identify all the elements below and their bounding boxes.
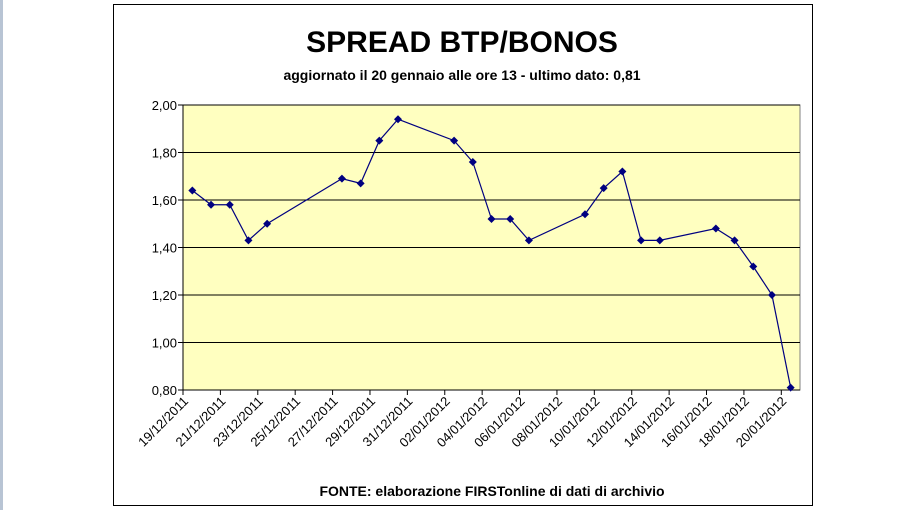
y-tick-label: 1,00 (152, 336, 177, 351)
data-point (263, 219, 272, 228)
window-edge (0, 0, 3, 510)
data-point (207, 200, 216, 209)
source-note: FONTE: elaborazione FIRSTonline di dati … (319, 483, 664, 499)
data-point (244, 236, 253, 245)
data-point (337, 174, 346, 183)
data-point (225, 200, 234, 209)
data-point (506, 215, 515, 223)
data-point (468, 158, 477, 166)
data-point (730, 236, 739, 245)
data-point (394, 115, 403, 124)
data-point (487, 215, 496, 223)
y-tick-label: 1,40 (152, 241, 177, 256)
data-point (188, 186, 197, 195)
data-point (618, 167, 627, 176)
y-tick-label: 1,20 (152, 288, 177, 303)
y-tick-label: 1,80 (152, 146, 177, 161)
data-point (599, 184, 608, 193)
chart-subtitle: aggiornato il 20 gennaio alle ore 13 - u… (283, 67, 640, 83)
data-point (580, 210, 589, 219)
data-point (356, 179, 365, 188)
data-point (749, 262, 758, 271)
data-point (767, 291, 776, 299)
data-point (655, 236, 664, 245)
y-tick-label: 1,60 (152, 193, 177, 208)
data-point (711, 224, 720, 233)
data-point (450, 136, 459, 145)
data-point (375, 136, 384, 145)
series-line (191, 118, 792, 388)
y-tick-label: 2,00 (152, 98, 177, 113)
data-point (637, 236, 646, 245)
data-point (786, 383, 795, 392)
chart-title: SPREAD BTP/BONOS (306, 26, 618, 59)
data-point (524, 236, 533, 245)
y-tick-label: 0,80 (152, 383, 177, 398)
